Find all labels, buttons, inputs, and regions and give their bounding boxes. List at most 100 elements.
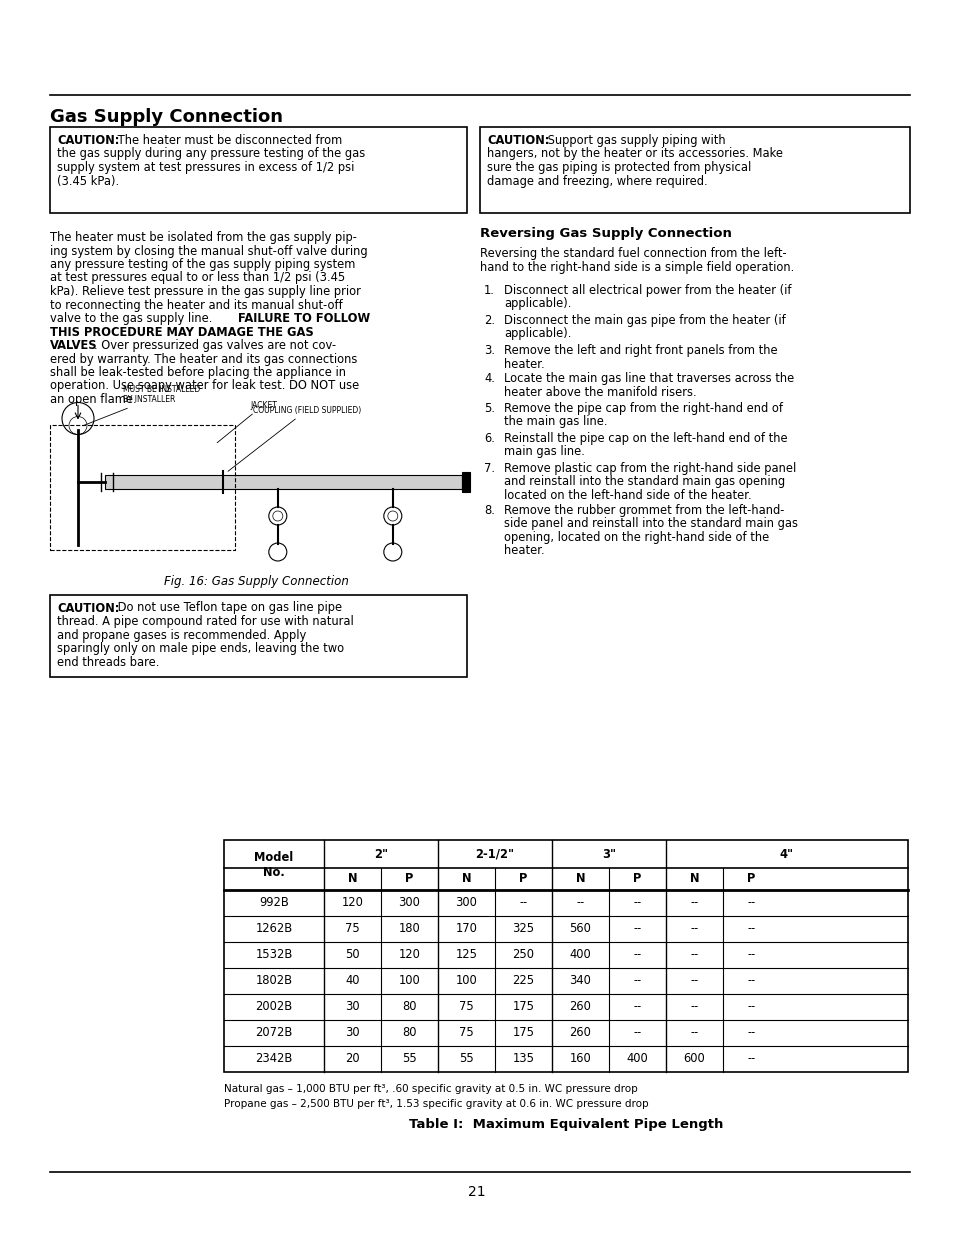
Text: 80: 80 — [402, 1026, 416, 1040]
Text: N: N — [689, 872, 699, 885]
Text: hangers, not by the heater or its accessories. Make: hangers, not by the heater or its access… — [486, 147, 782, 161]
Text: --: -- — [690, 1000, 698, 1014]
Text: damage and freezing, where required.: damage and freezing, where required. — [486, 174, 707, 188]
Text: 30: 30 — [345, 1026, 359, 1040]
Text: thread. A pipe compound rated for use with natural: thread. A pipe compound rated for use wi… — [57, 615, 354, 629]
Text: 3.: 3. — [483, 345, 495, 357]
Bar — [50, 594, 467, 677]
Bar — [105, 475, 461, 489]
Text: 250: 250 — [512, 948, 534, 962]
Text: --: -- — [746, 948, 755, 962]
Text: Propane gas – 2,500 BTU per ft³, 1.53 specific gravity at 0.6 in. WC pressure dr: Propane gas – 2,500 BTU per ft³, 1.53 sp… — [224, 1099, 648, 1109]
Text: 340: 340 — [569, 974, 591, 988]
Text: 75: 75 — [458, 1000, 474, 1014]
Text: 4": 4" — [780, 847, 793, 861]
Text: 400: 400 — [626, 1052, 648, 1066]
Text: located on the left-hand side of the heater.: located on the left-hand side of the hea… — [503, 489, 751, 501]
Text: at test pressures equal to or less than 1/2 psi (3.45: at test pressures equal to or less than … — [50, 272, 345, 284]
Text: 2": 2" — [374, 847, 388, 861]
Text: 100: 100 — [456, 974, 476, 988]
Text: Disconnect all electrical power from the heater (if: Disconnect all electrical power from the… — [503, 284, 791, 296]
Text: 170: 170 — [456, 923, 476, 935]
Text: valve to the gas supply line.: valve to the gas supply line. — [50, 312, 215, 325]
Text: --: -- — [633, 1000, 641, 1014]
Text: --: -- — [576, 897, 584, 909]
Text: shall be leak-tested before placing the appliance in: shall be leak-tested before placing the … — [50, 366, 346, 379]
Text: 120: 120 — [398, 948, 420, 962]
Text: 135: 135 — [512, 1052, 534, 1066]
Text: and reinstall into the standard main gas opening: and reinstall into the standard main gas… — [503, 475, 784, 489]
Text: and propane gases is recommended. Apply: and propane gases is recommended. Apply — [57, 629, 306, 641]
Text: FAILURE TO FOLLOW: FAILURE TO FOLLOW — [237, 312, 370, 325]
Text: 120: 120 — [341, 897, 363, 909]
Text: any pressure testing of the gas supply piping system: any pressure testing of the gas supply p… — [50, 258, 355, 270]
Text: Model
No.: Model No. — [254, 851, 294, 879]
Text: hand to the right-hand side is a simple field operation.: hand to the right-hand side is a simple … — [479, 261, 794, 273]
Text: Disconnect the main gas pipe from the heater (if: Disconnect the main gas pipe from the he… — [503, 314, 785, 327]
Text: operation. Use soapy water for leak test. DO NOT use: operation. Use soapy water for leak test… — [50, 379, 359, 393]
Text: the main gas line.: the main gas line. — [503, 415, 607, 429]
Text: --: -- — [690, 948, 698, 962]
Text: Remove the pipe cap from the right-hand end of: Remove the pipe cap from the right-hand … — [503, 403, 782, 415]
Text: 6.: 6. — [483, 432, 495, 445]
Text: JACKET: JACKET — [217, 400, 276, 442]
Text: Reinstall the pipe cap on the left-hand end of the: Reinstall the pipe cap on the left-hand … — [503, 432, 787, 445]
Text: 175: 175 — [512, 1026, 534, 1040]
Text: 175: 175 — [512, 1000, 534, 1014]
Text: --: -- — [746, 1052, 755, 1066]
Text: MUST BE INSTALLED
BY INSTALLER: MUST BE INSTALLED BY INSTALLER — [84, 385, 200, 426]
Text: 55: 55 — [458, 1052, 474, 1066]
Text: 125: 125 — [455, 948, 477, 962]
Text: 300: 300 — [398, 897, 420, 909]
Text: 2072B: 2072B — [255, 1026, 293, 1040]
Text: 1.: 1. — [483, 284, 495, 296]
Text: 2-1/2": 2-1/2" — [475, 847, 514, 861]
Text: 260: 260 — [569, 1026, 591, 1040]
Text: Natural gas – 1,000 BTU per ft³, .60 specific gravity at 0.5 in. WC pressure dro: Natural gas – 1,000 BTU per ft³, .60 spe… — [224, 1084, 638, 1094]
Text: an open flame.: an open flame. — [50, 393, 136, 406]
Text: main gas line.: main gas line. — [503, 446, 584, 458]
Text: 20: 20 — [345, 1052, 359, 1066]
Text: CAUTION:: CAUTION: — [486, 135, 549, 147]
Text: 992B: 992B — [259, 897, 289, 909]
Text: to reconnecting the heater and its manual shut-off: to reconnecting the heater and its manua… — [50, 299, 342, 311]
Text: 2342B: 2342B — [255, 1052, 293, 1066]
Text: applicable).: applicable). — [503, 327, 571, 341]
Text: --: -- — [690, 974, 698, 988]
Text: 55: 55 — [402, 1052, 416, 1066]
Text: supply system at test pressures in excess of 1/2 psi: supply system at test pressures in exces… — [57, 161, 354, 174]
Text: 40: 40 — [345, 974, 359, 988]
Text: --: -- — [518, 897, 527, 909]
Text: end threads bare.: end threads bare. — [57, 656, 159, 668]
Text: Reversing the standard fuel connection from the left-: Reversing the standard fuel connection f… — [479, 247, 786, 261]
Text: --: -- — [633, 948, 641, 962]
Text: --: -- — [746, 897, 755, 909]
Text: . Over pressurized gas valves are not cov-: . Over pressurized gas valves are not co… — [94, 338, 335, 352]
Text: 80: 80 — [402, 1000, 416, 1014]
Text: Fig. 16: Gas Supply Connection: Fig. 16: Gas Supply Connection — [163, 574, 348, 588]
Text: Reversing Gas Supply Connection: Reversing Gas Supply Connection — [479, 227, 731, 240]
Text: 300: 300 — [456, 897, 476, 909]
Text: heater.: heater. — [503, 545, 544, 557]
Text: --: -- — [690, 897, 698, 909]
Text: 600: 600 — [683, 1052, 704, 1066]
Text: 3": 3" — [601, 847, 616, 861]
Text: heater.: heater. — [503, 357, 544, 370]
Text: 75: 75 — [458, 1026, 474, 1040]
Text: --: -- — [690, 923, 698, 935]
Text: Support gas supply piping with: Support gas supply piping with — [543, 135, 725, 147]
Text: THIS PROCEDURE MAY DAMAGE THE GAS: THIS PROCEDURE MAY DAMAGE THE GAS — [50, 326, 314, 338]
Text: --: -- — [746, 1026, 755, 1040]
Text: kPa). Relieve test pressure in the gas supply line prior: kPa). Relieve test pressure in the gas s… — [50, 285, 360, 298]
Text: The heater must be disconnected from: The heater must be disconnected from — [113, 135, 342, 147]
Text: --: -- — [633, 974, 641, 988]
Text: --: -- — [633, 1026, 641, 1040]
Text: Do not use Teflon tape on gas line pipe: Do not use Teflon tape on gas line pipe — [113, 601, 342, 615]
Text: --: -- — [746, 923, 755, 935]
Text: CAUTION:: CAUTION: — [57, 135, 119, 147]
Text: 560: 560 — [569, 923, 591, 935]
Text: P: P — [746, 872, 755, 885]
Text: heater above the manifold risers.: heater above the manifold risers. — [503, 385, 696, 399]
Text: 4.: 4. — [483, 372, 495, 385]
Text: Remove the rubber grommet from the left-hand-: Remove the rubber grommet from the left-… — [503, 504, 783, 517]
